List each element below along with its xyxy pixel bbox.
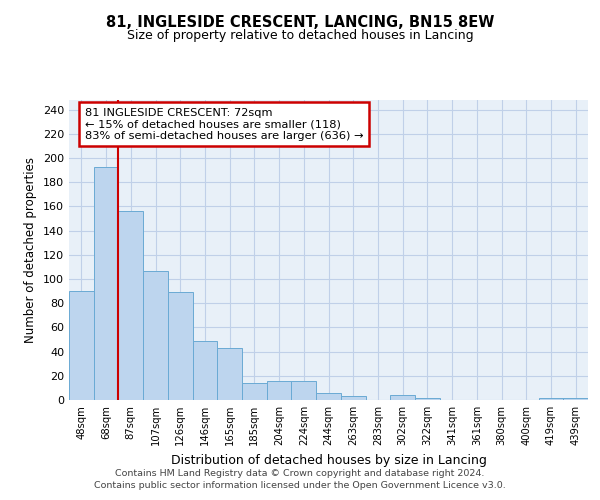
Bar	[69, 291, 94, 400]
Bar	[267, 380, 292, 400]
Bar	[316, 392, 341, 400]
Bar	[94, 166, 118, 400]
Bar	[563, 398, 588, 400]
X-axis label: Distribution of detached houses by size in Lancing: Distribution of detached houses by size …	[170, 454, 487, 466]
Bar	[292, 380, 316, 400]
Bar	[341, 396, 365, 400]
Bar	[143, 270, 168, 400]
Bar	[193, 340, 217, 400]
Text: Contains public sector information licensed under the Open Government Licence v3: Contains public sector information licen…	[94, 482, 506, 490]
Text: 81 INGLESIDE CRESCENT: 72sqm
← 15% of detached houses are smaller (118)
83% of s: 81 INGLESIDE CRESCENT: 72sqm ← 15% of de…	[85, 108, 363, 140]
Bar	[217, 348, 242, 400]
Text: 81, INGLESIDE CRESCENT, LANCING, BN15 8EW: 81, INGLESIDE CRESCENT, LANCING, BN15 8E…	[106, 15, 494, 30]
Text: Size of property relative to detached houses in Lancing: Size of property relative to detached ho…	[127, 30, 473, 43]
Y-axis label: Number of detached properties: Number of detached properties	[25, 157, 37, 343]
Bar	[242, 383, 267, 400]
Bar	[539, 398, 563, 400]
Bar	[390, 395, 415, 400]
Bar	[168, 292, 193, 400]
Bar	[118, 212, 143, 400]
Bar	[415, 398, 440, 400]
Text: Contains HM Land Registry data © Crown copyright and database right 2024.: Contains HM Land Registry data © Crown c…	[115, 470, 485, 478]
